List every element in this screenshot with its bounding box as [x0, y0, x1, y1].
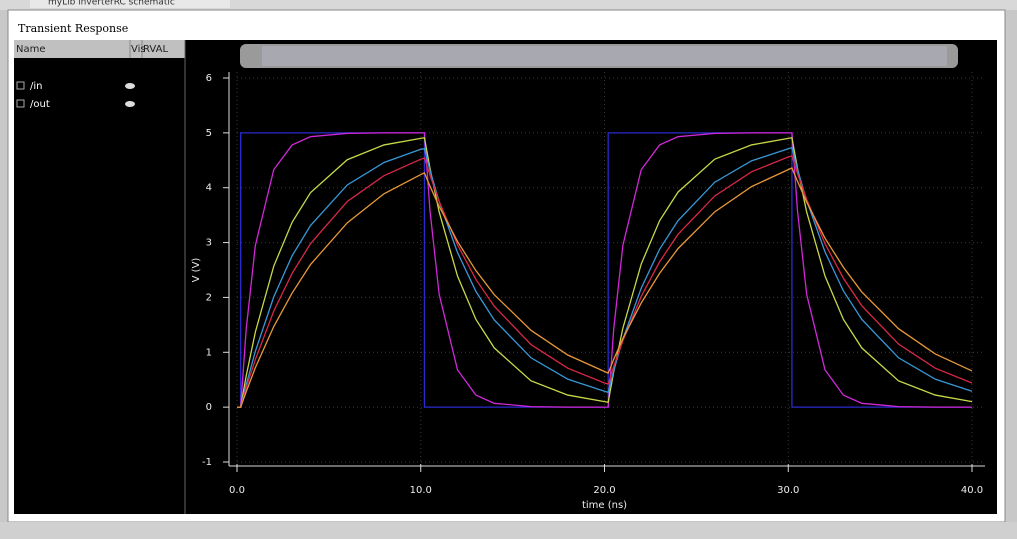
series-line	[237, 132, 972, 408]
x-tick-label: 0.0	[229, 485, 245, 496]
col-vis: Vis	[131, 44, 146, 55]
series-line	[237, 167, 973, 408]
col-name: Name	[16, 44, 46, 55]
expand-box[interactable]	[16, 99, 25, 108]
signal-row[interactable]: /out	[16, 99, 135, 110]
y-tick-label: 5	[206, 128, 212, 139]
status-bar	[0, 522, 1017, 539]
y-tick-label: 6	[206, 73, 212, 84]
series-line	[237, 155, 973, 408]
x-tick-label: 30.0	[777, 485, 799, 496]
y-tick-label: -1	[202, 457, 212, 468]
vis-icon[interactable]	[125, 83, 135, 89]
signal-name: /in	[30, 81, 43, 92]
y-tick-label: 3	[206, 238, 212, 249]
expand-box[interactable]	[16, 81, 25, 90]
x-tick-label: 40.0	[961, 485, 983, 496]
x-tick-label: 10.0	[410, 485, 432, 496]
window-title: Transient Response	[18, 22, 128, 35]
series-line	[237, 137, 973, 408]
vis-icon[interactable]	[125, 101, 135, 107]
x-axis-label: time (ns)	[582, 500, 627, 511]
panel	[14, 40, 997, 514]
tab[interactable]	[30, 0, 230, 8]
y-tick-label: 2	[206, 292, 212, 303]
col-rval: RVAL	[143, 44, 168, 55]
signal-name: /out	[30, 99, 50, 110]
plot: -1 0 1 2 3 4 5 6 0.0 10.0 20.0 30.0 40.0 time (ns) V (…	[191, 72, 985, 511]
x-tick-label: 20.0	[593, 485, 615, 496]
tab-label: myLib inverterRC schematic	[48, 0, 175, 8]
top-bar	[0, 0, 1017, 10]
signal-row[interactable]: /in	[16, 81, 135, 92]
y-axis-label: V (V)	[191, 258, 202, 283]
y-tick-label: 0	[206, 402, 212, 413]
overview-window	[262, 46, 947, 66]
y-tick-label: 1	[206, 347, 212, 358]
y-tick-label: 4	[206, 183, 212, 194]
